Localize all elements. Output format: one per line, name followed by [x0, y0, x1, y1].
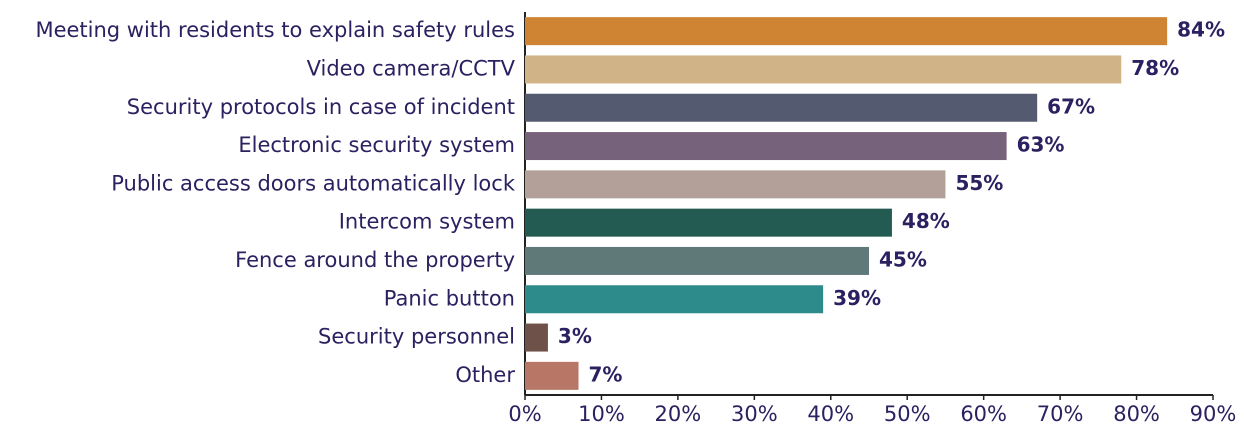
value-label: 63%	[1017, 133, 1065, 157]
value-label: 3%	[558, 324, 592, 348]
value-label: 55%	[955, 171, 1003, 195]
x-tick-label: 40%	[807, 402, 854, 426]
bar	[525, 246, 869, 275]
y-tick-label: Meeting with residents to explain safety…	[35, 18, 515, 42]
y-tick-label: Security protocols in case of incident	[127, 95, 515, 119]
x-tick-label: 70%	[1037, 402, 1084, 426]
y-tick-label: Video camera/CCTV	[307, 56, 516, 80]
value-label: 84%	[1177, 18, 1225, 42]
x-tick-label: 30%	[731, 402, 778, 426]
bar	[525, 93, 1038, 122]
x-tick-label: 20%	[655, 402, 702, 426]
y-tick-label: Intercom system	[339, 210, 515, 234]
bar	[525, 361, 579, 390]
value-label: 78%	[1131, 56, 1179, 80]
bar	[525, 285, 824, 314]
y-tick-label: Panic button	[384, 286, 515, 310]
bar	[525, 323, 548, 352]
x-tick-label: 80%	[1113, 402, 1160, 426]
x-tick-label: 60%	[960, 402, 1007, 426]
y-tick-label: Public access doors automatically lock	[111, 171, 516, 195]
x-tick-label: 10%	[578, 402, 625, 426]
x-tick-label: 0%	[508, 402, 541, 426]
y-tick-label: Security personnel	[318, 325, 515, 349]
y-tick-label: Fence around the property	[235, 248, 515, 272]
y-tick-label: Electronic security system	[238, 133, 515, 157]
bar	[525, 132, 1007, 161]
bar	[525, 208, 892, 237]
value-label: 67%	[1047, 94, 1095, 118]
bar	[525, 170, 946, 199]
y-tick-label: Other	[455, 363, 515, 387]
bar	[525, 55, 1122, 84]
value-label: 45%	[879, 247, 927, 271]
value-label: 48%	[902, 209, 950, 233]
x-tick-label: 90%	[1190, 402, 1237, 426]
bar	[525, 17, 1168, 46]
value-label: 39%	[833, 286, 881, 310]
value-label: 7%	[589, 362, 623, 386]
x-tick-label: 50%	[884, 402, 931, 426]
